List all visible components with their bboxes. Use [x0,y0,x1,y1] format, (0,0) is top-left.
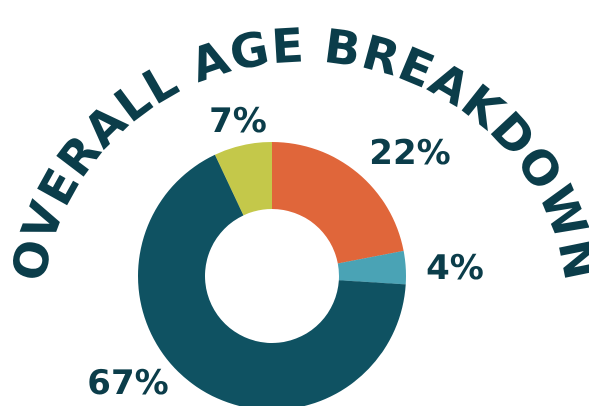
slice-label-4-percent: 4% [426,248,484,288]
donut-slice-67-percent [138,154,406,406]
slice-labels: 22% 4% 67% 7% [87,101,484,403]
donut-slice-22-percent [272,142,404,264]
donut-slice-7-percent [214,142,272,216]
donut-slice-4-percent [337,250,406,285]
slice-label-22-percent: 22% [369,133,450,173]
slice-label-67-percent: 67% [87,363,168,403]
slice-label-7-percent: 7% [209,101,267,141]
donut-slices [138,142,406,406]
